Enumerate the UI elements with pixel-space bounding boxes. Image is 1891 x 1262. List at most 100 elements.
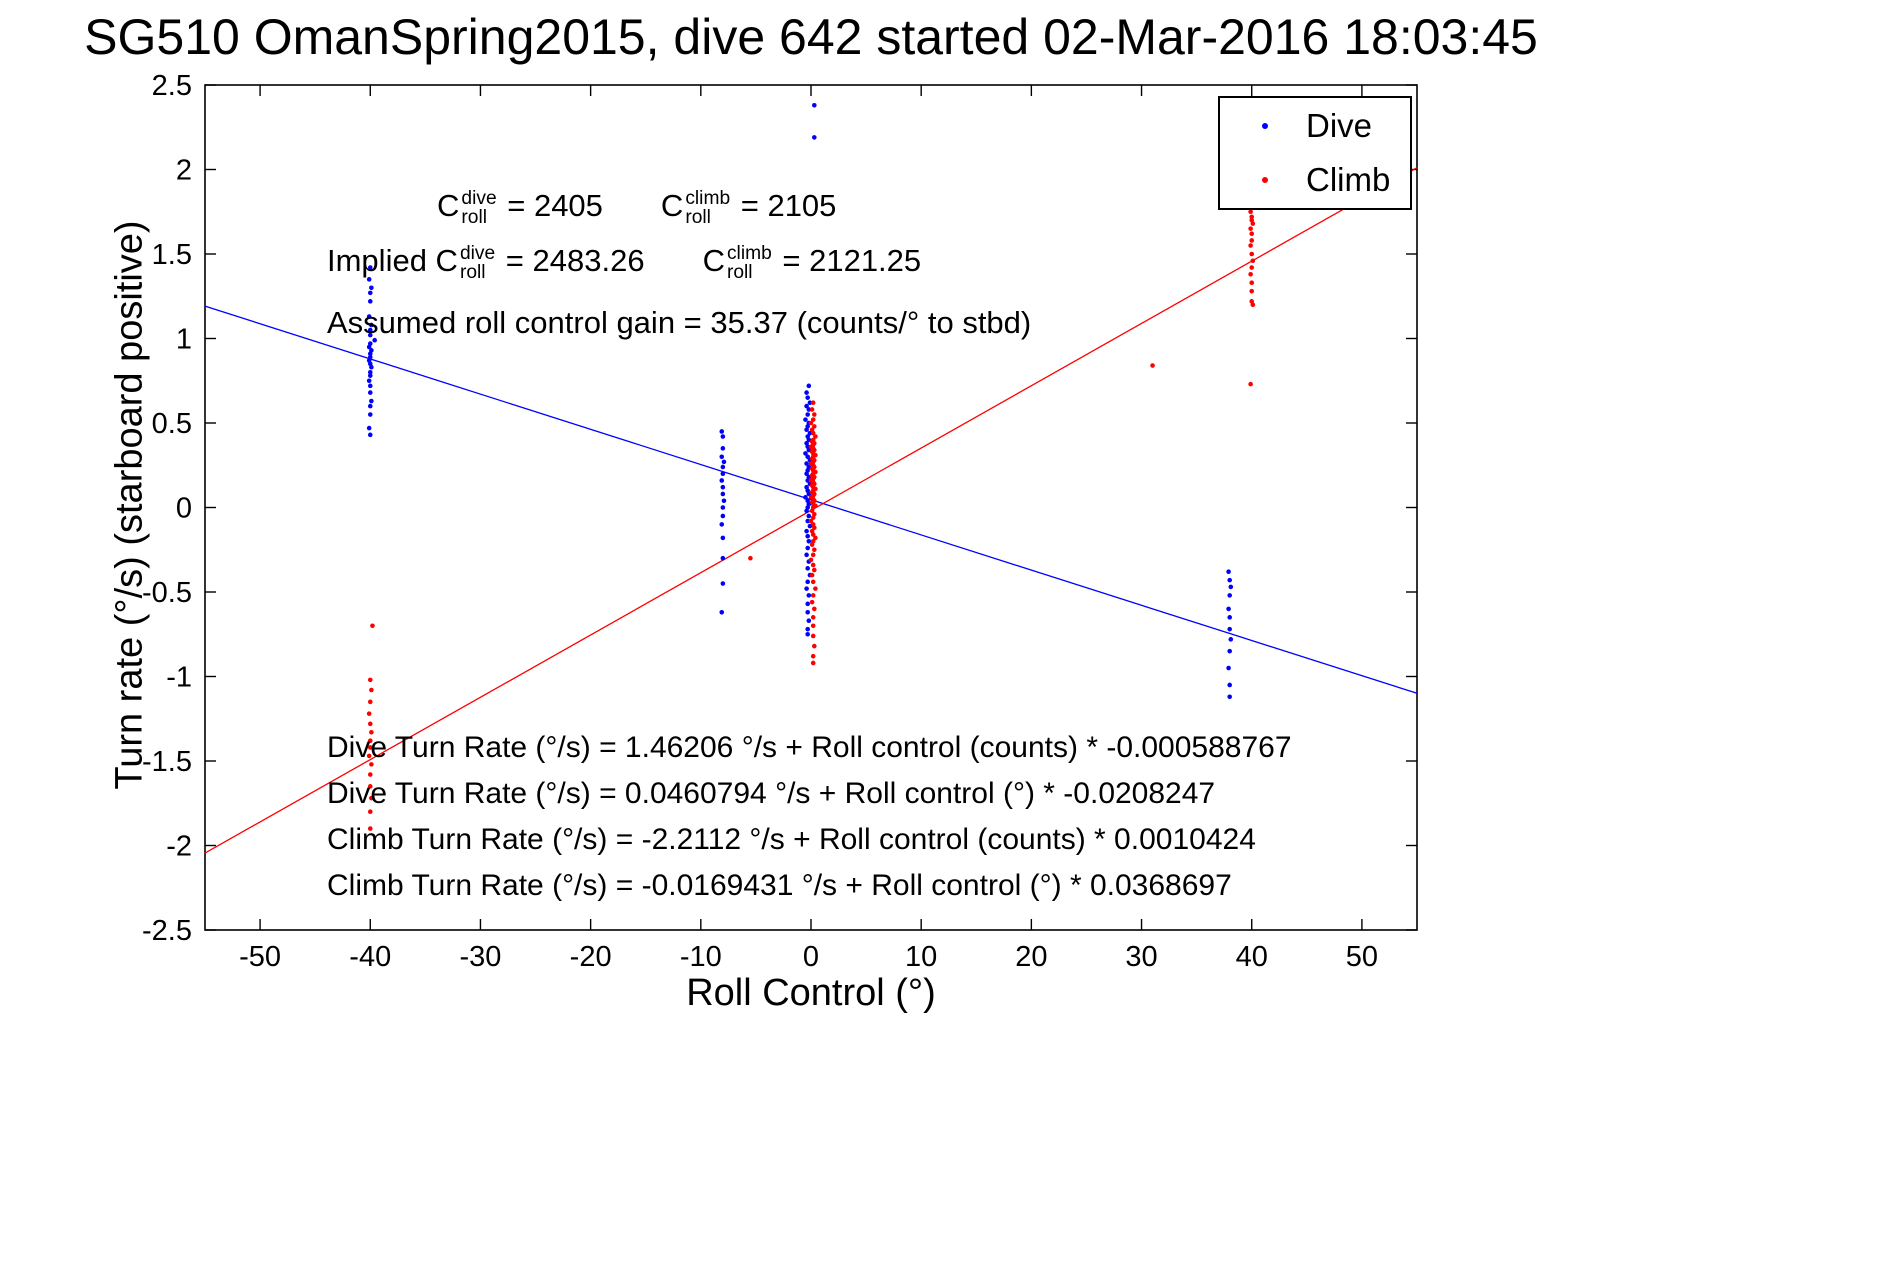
implied-c-roll-climb-subsup: climb roll <box>726 242 772 282</box>
dive-point <box>721 459 727 465</box>
dive-point <box>1226 665 1231 671</box>
c-roll-dive-sup: dive <box>461 187 497 209</box>
dive-point <box>806 593 812 598</box>
climb-point <box>810 623 816 629</box>
y-tick-label: -1.5 <box>142 746 192 778</box>
fit-equation-dive-degrees: Dive Turn Rate (°/s) = 0.0460794 °/s + R… <box>327 777 1216 810</box>
dive-point <box>367 403 373 409</box>
climb-point <box>367 809 373 814</box>
y-tick-label: -0.5 <box>142 577 192 609</box>
climb-point <box>1249 280 1255 286</box>
climb-point <box>369 762 374 767</box>
climb-point <box>367 677 373 683</box>
y-tick-label: -1 <box>166 662 192 694</box>
dive-point <box>806 407 812 412</box>
climb-point <box>1250 258 1256 264</box>
dive-point <box>803 451 808 456</box>
climb-point <box>1249 231 1255 237</box>
climb-point <box>808 557 814 563</box>
c-roll-dive-value: = 2405 <box>498 188 603 223</box>
x-tick-label: -20 <box>570 941 612 973</box>
climb-point <box>809 542 815 547</box>
dive-point <box>1228 584 1234 590</box>
climb-point <box>367 745 373 750</box>
x-axis-label: Roll Control (°) <box>686 972 936 1014</box>
x-tick-label: -10 <box>680 941 722 973</box>
climb-point <box>1249 288 1255 294</box>
dive-point <box>806 539 812 544</box>
climb-point <box>813 586 818 591</box>
y-tick-label: -2.5 <box>142 915 192 947</box>
climb-point <box>367 699 373 705</box>
dive-point <box>366 425 372 431</box>
dive-point <box>719 454 725 460</box>
legend-label-climb: Climb <box>1306 160 1391 198</box>
implied-c-roll-dive-sup: dive <box>459 242 496 264</box>
dive-point <box>720 535 726 541</box>
climb-point <box>366 711 372 716</box>
dive-point <box>806 513 812 519</box>
climb-point <box>367 784 373 789</box>
climb-point <box>813 535 818 541</box>
climb-point <box>370 623 375 629</box>
dive-point <box>369 398 374 404</box>
dive-point <box>805 412 810 417</box>
climb-point <box>1248 243 1253 248</box>
dive-point <box>367 265 373 270</box>
y-tick-label: 1 <box>176 324 192 356</box>
dive-point <box>807 400 813 406</box>
x-tick-label: 50 <box>1346 941 1378 973</box>
climb-point <box>813 434 818 439</box>
climb-point <box>809 508 815 514</box>
dive-point <box>367 412 373 417</box>
climb-point <box>808 420 814 426</box>
climb-point <box>810 660 816 666</box>
dive-point <box>805 609 810 615</box>
legend-item-dive[interactable]: Dive <box>1220 101 1410 151</box>
x-tick-label: 30 <box>1125 941 1157 973</box>
dive-point <box>720 446 726 451</box>
dive-point <box>807 430 813 436</box>
climb-point <box>809 572 815 578</box>
dive-point <box>805 626 810 632</box>
dive-point <box>1228 637 1234 642</box>
dive-point <box>805 454 810 460</box>
legend-item-climb[interactable]: Climb <box>1220 155 1410 205</box>
dive-point <box>369 364 374 370</box>
c-roll-climb-sub: roll <box>685 206 711 228</box>
dive-point <box>1227 593 1232 598</box>
c-roll-dive-base: C <box>437 188 460 223</box>
dive-point <box>367 299 373 304</box>
dive-point <box>806 383 812 389</box>
dive-point <box>369 285 374 291</box>
plot-box <box>204 84 1418 931</box>
dive-point <box>720 581 726 586</box>
x-tick-label: -30 <box>459 941 501 973</box>
climb-point <box>812 547 817 553</box>
x-tick-label: 10 <box>905 941 937 973</box>
climb-point <box>1248 209 1253 215</box>
y-tick-label: 0 <box>176 493 192 525</box>
dive-point <box>805 395 810 400</box>
legend[interactable]: Dive Climb <box>1218 96 1412 210</box>
dive-point <box>366 344 372 350</box>
dive-point <box>720 513 726 519</box>
climb-point <box>808 518 814 524</box>
dive-point <box>804 461 809 466</box>
dive-point <box>805 533 810 539</box>
c-roll-dive-sub: roll <box>461 206 487 228</box>
climb-point <box>369 687 374 693</box>
implied-c-roll-climb-sup: climb <box>726 242 772 264</box>
climb-point <box>1249 238 1255 243</box>
dive-point <box>721 498 727 504</box>
climb-point <box>810 532 816 537</box>
climb-point <box>812 424 817 429</box>
climb-point <box>369 729 374 735</box>
climb-point <box>1248 271 1253 277</box>
y-tick-label: 2 <box>176 155 192 187</box>
dive-point <box>720 555 726 561</box>
dive-point <box>720 484 726 490</box>
